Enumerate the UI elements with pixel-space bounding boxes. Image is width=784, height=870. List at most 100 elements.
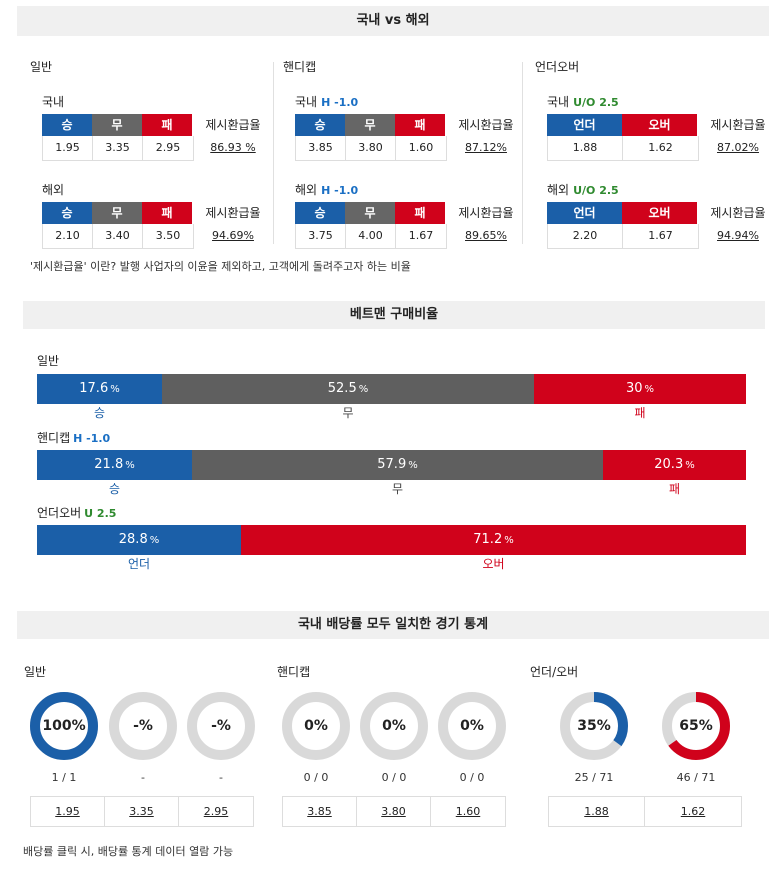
stats-odds-link[interactable]: 2.95	[203, 805, 229, 818]
odds-header-cell: 오버	[622, 202, 697, 224]
ratio-caption: 승	[93, 406, 106, 420]
odds-value: 3.75	[296, 224, 346, 248]
market-label: 국내	[295, 95, 318, 109]
payout-label: 제시환급율	[458, 206, 514, 220]
line-tag: H -1.0	[73, 432, 111, 445]
line-tag: H -1.0	[321, 96, 359, 109]
ratio-segment: 57.9%	[192, 450, 603, 480]
donut-arc	[560, 692, 628, 760]
odds-column-title: 일반	[30, 60, 53, 74]
donut-count: -	[219, 771, 223, 784]
donut-count: 0 / 0	[381, 771, 407, 784]
ratio-segment: 20.3%	[603, 450, 746, 480]
line-tag: U 2.5	[84, 507, 117, 520]
odds-value: 4.00	[346, 224, 396, 248]
ratio-unit: %	[358, 384, 369, 395]
stats-note: 배당률 클릭 시, 배당률 통계 데이터 열람 가능	[23, 845, 234, 858]
odds-header-cell: 패	[142, 114, 192, 136]
odds-block-label: 국내	[42, 94, 270, 110]
bettor-ratio-title: 베트맨 구매비율	[23, 301, 765, 329]
ratio-segment: 21.8%	[37, 450, 192, 480]
ratio-bar-captions: 언더 오버	[37, 555, 746, 571]
odds-header-cell: 언더	[547, 114, 622, 136]
ratio-percent: 52.5	[327, 381, 357, 396]
stats-group-title: 언더/오버	[530, 665, 579, 679]
payout-label: 제시환급율	[710, 118, 766, 132]
odds-value: 1.60	[408, 141, 434, 154]
ratio-caption: 무	[391, 482, 404, 496]
donut-chart: 100%	[30, 692, 98, 760]
odds-header-cell: 패	[142, 202, 192, 224]
donut-percent: 0%	[460, 718, 484, 734]
ratio-unit: %	[644, 384, 655, 395]
ratio-percent: 57.9	[377, 457, 407, 472]
ratio-caption: 무	[342, 406, 354, 420]
odds-block: 해외 승 무 패 2.10 3.40 3.50 제시환급율 94.69%	[42, 182, 270, 249]
payout-label: 제시환급율	[458, 118, 514, 132]
odds-header-cell: 승	[42, 114, 92, 136]
donut-percent: -%	[133, 718, 153, 734]
stats-odds-link[interactable]: 1.95	[31, 797, 105, 826]
stats-odds-link[interactable]: 1.60	[455, 805, 481, 818]
stats-odds-link[interactable]: 3.35	[105, 797, 179, 826]
ratio-bar: 17.6% 52.5% 30%	[37, 374, 746, 404]
donut-chart: 0%	[438, 692, 506, 760]
ratio-caption: 언더	[127, 557, 151, 571]
column-divider	[522, 62, 523, 244]
odds-header-cell: 승	[295, 202, 345, 224]
column-divider	[273, 62, 274, 244]
market-label: 언더오버	[37, 506, 82, 520]
odds-block: 국내 U/O 2.5 언더 오버 1.88 1.62 제시환급율 87.02%	[547, 94, 775, 161]
odds-header-cell: 오버	[622, 114, 697, 136]
ratio-percent: 21.8	[94, 457, 124, 472]
ratio-caption: 승	[108, 482, 121, 496]
donut-percent: 0%	[304, 718, 328, 734]
donut-track	[109, 692, 177, 760]
odds-header-cell: 무	[92, 114, 142, 136]
odds-value: 2.95	[155, 141, 181, 154]
odds-column: 언더오버 국내 U/O 2.5 언더 오버 1.88 1.62 제시환급율 87.02% 해외 U/…	[535, 58, 775, 249]
donut-arc	[30, 692, 98, 760]
odds-header-cell: 승	[42, 202, 92, 224]
stats-odds-link[interactable]: 3.85	[283, 797, 357, 826]
ratio-unit: %	[110, 384, 120, 395]
odds-header-cell: 무	[345, 202, 395, 224]
payout-value: 87.12%	[465, 141, 507, 154]
payout-label: 제시환급율	[205, 118, 261, 132]
donut-count: 25 / 71	[574, 771, 614, 784]
ratio-unit: %	[685, 460, 695, 471]
market-label: 국내	[547, 95, 570, 109]
payout-value: 94.94%	[717, 229, 759, 242]
donut-chart: 65%	[662, 692, 730, 760]
payout-value: 86.93 %	[210, 141, 256, 154]
payout-label: 제시환급율	[710, 206, 766, 220]
odds-value: 3.40	[93, 224, 143, 248]
odds-header-cell: 언더	[547, 202, 622, 224]
stats-odds-table: 1.95 3.35 2.95	[30, 796, 254, 827]
ratio-percent: 17.6	[79, 381, 109, 396]
odds-value: 3.35	[93, 136, 143, 160]
ratio-caption: 패	[668, 482, 681, 496]
ratio-unit: %	[125, 460, 135, 471]
ratio-caption: 패	[634, 406, 646, 420]
ratio-row-label: 일반	[37, 352, 59, 369]
market-label: 해외	[42, 183, 65, 197]
odds-value: 1.67	[408, 229, 434, 242]
odds-header-cell: 무	[92, 202, 142, 224]
ratio-segment: 52.5%	[162, 374, 534, 404]
ratio-segment: 71.2%	[241, 525, 746, 555]
stats-odds-link[interactable]: 1.88	[549, 797, 645, 826]
market-label: 핸디캡	[37, 431, 71, 445]
stats-odds-link[interactable]: 1.62	[680, 805, 706, 818]
stats-odds-link[interactable]: 3.80	[357, 797, 431, 826]
odds-block-label: 해외 H -1.0	[295, 182, 523, 198]
ratio-unit: %	[408, 460, 418, 471]
donut-percent: 35%	[577, 718, 611, 734]
payout-value: 94.69%	[212, 229, 254, 242]
payout-label: 제시환급율	[205, 206, 261, 220]
line-tag: U/O 2.5	[573, 96, 619, 109]
donut-count: 0 / 0	[303, 771, 329, 784]
odds-value: 1.88	[548, 136, 623, 160]
ratio-unit: %	[504, 535, 514, 546]
